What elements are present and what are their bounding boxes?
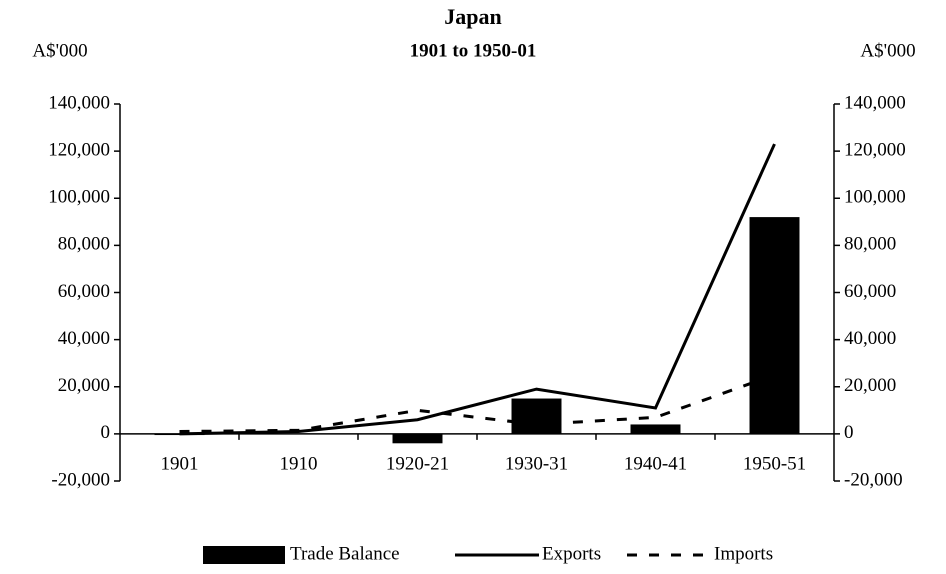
y-tick-label: 60,000 [58, 281, 110, 302]
y2-tick-label: -20,000 [844, 469, 903, 490]
bar [154, 433, 205, 436]
chart-subtitle: 1901 to 1950-01 [410, 40, 537, 61]
y2-tick-label: 0 [844, 422, 854, 443]
x-tick-label: 1940-41 [624, 453, 687, 474]
y-tick-label: -20,000 [51, 469, 110, 490]
y2-tick-label: 140,000 [844, 92, 906, 113]
y-tick-label: 140,000 [48, 92, 110, 113]
y-axis-label: A$'000 [32, 40, 87, 61]
x-tick-label: 1950-51 [743, 453, 806, 474]
y2-tick-label: 120,000 [844, 139, 906, 160]
y2-tick-label: 60,000 [844, 281, 896, 302]
x-tick-label: 1901 [161, 453, 199, 474]
y-tick-label: 80,000 [58, 234, 110, 255]
y2-tick-label: 100,000 [844, 187, 906, 208]
legend-label: Imports [714, 543, 773, 564]
y-tick-label: 100,000 [48, 187, 110, 208]
x-tick-label: 1920-21 [386, 453, 449, 474]
y-tick-label: 120,000 [48, 139, 110, 160]
bar [511, 398, 562, 434]
chart-title: Japan [444, 4, 501, 29]
y-tick-label: 40,000 [58, 328, 110, 349]
x-tick-label: 1930-31 [505, 453, 568, 474]
y2-tick-label: 80,000 [844, 234, 896, 255]
bar [630, 424, 681, 434]
legend-swatch [203, 546, 285, 564]
y2-tick-label: 20,000 [844, 375, 896, 396]
legend-label: Exports [542, 543, 601, 564]
bar [392, 433, 443, 444]
legend-label: Trade Balance [290, 543, 400, 564]
line [179, 143, 776, 436]
y-tick-label: 0 [101, 422, 111, 443]
x-tick-label: 1910 [280, 453, 318, 474]
y-tick-label: 20,000 [58, 375, 110, 396]
y2-axis-label: A$'000 [860, 40, 915, 61]
bar [749, 217, 800, 434]
y2-tick-label: 40,000 [844, 328, 896, 349]
